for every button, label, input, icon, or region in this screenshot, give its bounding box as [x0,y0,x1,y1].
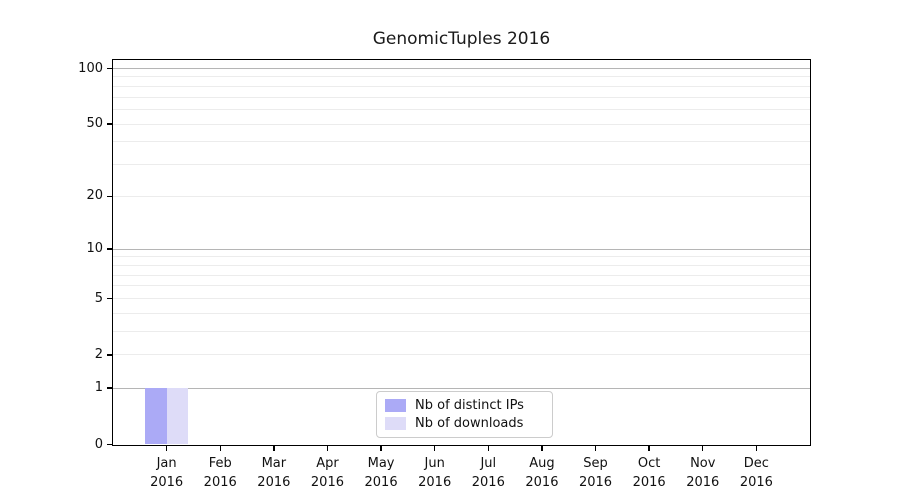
y-gridline-minor [113,298,810,300]
y-tick-label: 20 [86,188,103,204]
x-tick-month: May [367,456,395,471]
y-gridline-minor [113,274,810,276]
x-tick-month: Jun [424,456,445,471]
x-tick-month: Nov [690,456,716,471]
legend-item-downloads: Nb of downloads [385,416,544,431]
x-tick-label: Nov 2016 [671,455,735,492]
x-tick-mark [702,445,704,451]
x-tick-mark [326,445,329,451]
x-tick-year: 2016 [150,474,184,490]
y-tick-mark [107,297,113,300]
x-tick-mark [273,445,275,451]
x-tick-label: Feb 2016 [188,455,252,492]
x-tick-mark [487,445,489,451]
y-gridline-minor [113,76,810,78]
x-tick-year: 2016 [364,474,398,490]
x-tick-month: Dec [743,456,769,471]
y-tick-label: 50 [86,116,103,132]
x-tick-mark [755,445,758,451]
y-tick-mark [107,248,113,250]
y-tick-mark [107,123,113,125]
legend-swatch-distinct-ips [385,398,406,412]
y-gridline-minor [113,109,810,111]
x-tick-label: Oct 2016 [617,455,681,492]
x-tick-month: Feb [208,456,232,471]
x-tick-mark [594,445,597,451]
legend-label-downloads: Nb of downloads [415,416,524,432]
x-tick-year: 2016 [310,474,344,490]
x-tick-mark [165,445,168,451]
y-gridline-minor [113,312,810,314]
y-tick-mark [107,354,113,356]
x-tick-month: Jul [480,456,497,471]
y-gridline-major [113,68,810,69]
x-tick-month: Sep [583,456,608,471]
y-gridline-minor [113,285,810,287]
x-tick-label: Jan 2016 [135,455,199,492]
x-tick-month: Oct [637,456,661,471]
y-tick-mark [107,387,113,389]
x-tick-year: 2016 [418,474,452,490]
y-tick-label: 1 [94,380,103,396]
x-tick-mark [433,445,436,451]
y-gridline-minor [113,164,810,166]
x-tick-label: Sep 2016 [564,455,628,492]
y-tick-mark [107,67,113,70]
y-tick-label: 2 [94,346,103,362]
y-gridline-major [113,248,810,250]
y-tick-mark [107,443,113,446]
x-tick-year: 2016 [632,474,666,490]
legend-item-distinct-ips: Nb of distinct IPs [385,398,544,413]
bar-distinct-ips-jan [145,388,167,445]
x-tick-mark [541,445,543,451]
x-tick-mark [219,445,221,451]
x-tick-month: Aug [529,456,555,471]
x-tick-year: 2016 [739,474,773,490]
x-tick-month: Apr [316,456,339,471]
y-tick-label: 5 [94,290,103,306]
y-tick-mark [107,195,113,198]
x-tick-label: Jun 2016 [403,455,467,492]
chart-title: GenomicTuples 2016 [372,29,551,49]
x-tick-year: 2016 [525,474,559,490]
x-tick-label: Mar 2016 [242,455,306,492]
x-tick-mark [648,445,650,451]
y-tick-label: 10 [86,241,103,257]
bar-downloads-jan [166,388,189,445]
x-tick-year: 2016 [578,474,613,490]
y-gridline-minor [113,264,810,266]
y-tick-label: 0 [94,436,103,452]
x-tick-label: May 2016 [349,455,413,492]
x-tick-month: Mar [261,456,287,471]
legend-label-distinct-ips: Nb of distinct IPs [415,397,524,413]
x-tick-label: Apr 2016 [295,455,359,492]
x-tick-mark [380,445,382,451]
y-gridline-major [113,387,810,389]
x-tick-label: Dec 2016 [724,455,788,492]
legend: Nb of distinct IPs Nb of downloads [376,391,553,438]
x-tick-year: 2016 [257,474,291,490]
x-tick-label: Jul 2016 [456,455,520,492]
y-gridline-minor [113,123,810,125]
x-tick-year: 2016 [686,474,720,490]
x-tick-year: 2016 [471,474,505,490]
y-gridline-minor [113,331,810,333]
x-tick-month: Jan [156,456,177,471]
y-tick-label: 100 [78,60,103,76]
y-gridline-minor [113,85,810,87]
y-gridline-minor [113,256,810,258]
y-gridline-minor [113,195,810,197]
y-gridline-minor [113,354,810,356]
y-gridline-minor [113,96,810,98]
x-tick-year: 2016 [203,474,237,490]
legend-swatch-downloads [385,417,406,431]
y-gridline-minor [113,141,810,143]
x-tick-label: Aug 2016 [510,455,574,492]
